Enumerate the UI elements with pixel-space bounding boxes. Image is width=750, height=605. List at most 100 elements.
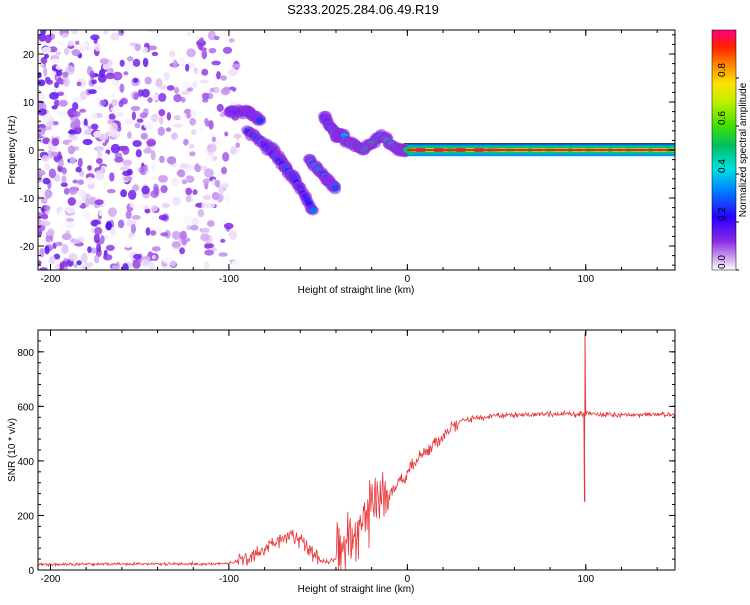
spectrogram-cell: [71, 30, 79, 35]
spectrogram-cell: [206, 220, 215, 227]
spectrogram-cell: [140, 132, 148, 140]
spectrogram-cell: [111, 92, 116, 98]
spectrogram-cell: [183, 215, 192, 225]
colorbar-tick-label: 0.2: [717, 207, 728, 221]
spectrogram-cell: [57, 225, 62, 233]
spectrogram-cell: [193, 67, 198, 75]
spectrogram-cell: [161, 202, 170, 209]
spectrogram-cell: [42, 137, 51, 145]
spectrogram-cell: [124, 176, 133, 182]
spectrogram-cell: [44, 34, 52, 44]
colorbar-ticks: 0.0 0.2 0.4 0.6 0.8: [717, 63, 739, 271]
spectrogram-cell: [82, 138, 93, 146]
spectrogram-cell: [111, 99, 118, 107]
spectrogram-cell: [228, 89, 234, 98]
spectrogram-cell: [179, 247, 186, 255]
spectrogram-cell: [54, 81, 60, 89]
spectrogram-cell: [118, 99, 124, 108]
spectrogram-cell: [133, 92, 139, 101]
spectrogram-cell: [50, 30, 59, 35]
x-tick-label: -200: [40, 274, 60, 285]
spectrogram-cell: [61, 244, 69, 254]
spectrogram-cell: [132, 140, 142, 147]
spectrogram-cell: [55, 64, 63, 70]
spectrogram-cell: [131, 111, 136, 121]
x-tick-label: -100: [219, 274, 239, 285]
x-tick-label: 0: [405, 274, 411, 285]
spectrogram-cell: [205, 155, 214, 163]
spectrogram-cell: [88, 89, 97, 95]
spectrogram-cell: [179, 112, 187, 122]
spectrogram-cell: [38, 260, 42, 265]
x-tick-label: -200: [40, 574, 60, 585]
x-tick-label: 100: [577, 274, 594, 285]
spectrogram-cell: [94, 227, 103, 235]
spectrogram-cell: [74, 118, 81, 129]
spectrogram-cell: [147, 97, 153, 103]
spectrogram-cell: [95, 96, 100, 106]
spectrogram-cell: [66, 217, 75, 222]
spectrogram-cell: [158, 175, 168, 183]
trace-cell: [309, 207, 317, 214]
spectrogram-cell: [150, 230, 157, 236]
spectrogram-cell: [38, 224, 46, 232]
spectrogram-cell: [216, 71, 221, 80]
spectrogram-cell: [125, 210, 132, 220]
y-tick-label: -10: [20, 194, 35, 205]
spectrogram-cell: [231, 259, 242, 269]
spectrogram-cell: [77, 179, 84, 185]
spectrogram-cell: [162, 266, 172, 270]
spectrogram-cell: [202, 194, 212, 201]
spectrogram-cell: [169, 260, 177, 267]
spectrogram-cell: [103, 254, 113, 261]
spectrogram-cell: [218, 233, 224, 239]
spectrogram-cell: [208, 47, 217, 54]
spectrogram-cell: [147, 45, 158, 51]
spectrogram-cell: [131, 215, 141, 220]
spectrogram-cell: [150, 205, 158, 212]
spectrogram-cell: [139, 204, 150, 210]
snr-y-label: SNR (10 * v/v): [7, 418, 18, 482]
spectrogram-cell: [98, 133, 109, 141]
spectrogram-cell: [38, 173, 43, 183]
spectrogram-cell: [102, 142, 108, 147]
spectrogram-cell: [223, 86, 230, 92]
spectrogram-cell: [105, 244, 115, 251]
spectrogram-cell: [200, 233, 210, 242]
spectrogram-cell: [185, 175, 195, 183]
spectrogram-cell: [190, 224, 199, 231]
spectrogram-cell: [89, 70, 95, 79]
spectrogram-cell: [41, 213, 49, 220]
spectrogram-cell: [191, 129, 197, 136]
snr-series-line: [38, 332, 675, 570]
spectrogram-cell: [153, 186, 160, 196]
spectrogram-cell: [65, 205, 76, 214]
spectrogram-cell: [104, 153, 109, 158]
spectrogram-cell: [151, 246, 161, 252]
spectrogram-cell: [192, 80, 198, 89]
spectrogram-cell: [201, 49, 208, 60]
colorbar-tick-label: 0.8: [717, 63, 728, 77]
spectrogram-cell: [68, 252, 78, 262]
spectrogram-cell: [61, 167, 67, 175]
y-tick-label: 800: [17, 348, 34, 359]
spectrogram-cell: [220, 238, 226, 243]
spectrogram-cell: [124, 119, 133, 125]
spectrogram-cell: [38, 79, 46, 87]
spectrogram-cell: [74, 199, 83, 207]
spectrogram-cell: [72, 111, 81, 117]
spectrogram-cell: [204, 168, 214, 178]
spectrogram-cell: [76, 81, 82, 87]
spectrogram-cell: [80, 91, 88, 100]
y-tick-label: 200: [17, 511, 34, 522]
spectrogram-cell: [213, 160, 221, 166]
spectrogram-cell: [201, 68, 209, 76]
spectrogram-cell: [155, 226, 162, 235]
spectrogram-cell: [171, 241, 182, 248]
spectrogram-cell: [187, 164, 197, 171]
spectrogram-cell: [91, 112, 97, 120]
spectrogram-cell: [127, 56, 134, 62]
spectrogram-cell: [50, 186, 57, 192]
spectrogram-cell: [160, 30, 170, 35]
